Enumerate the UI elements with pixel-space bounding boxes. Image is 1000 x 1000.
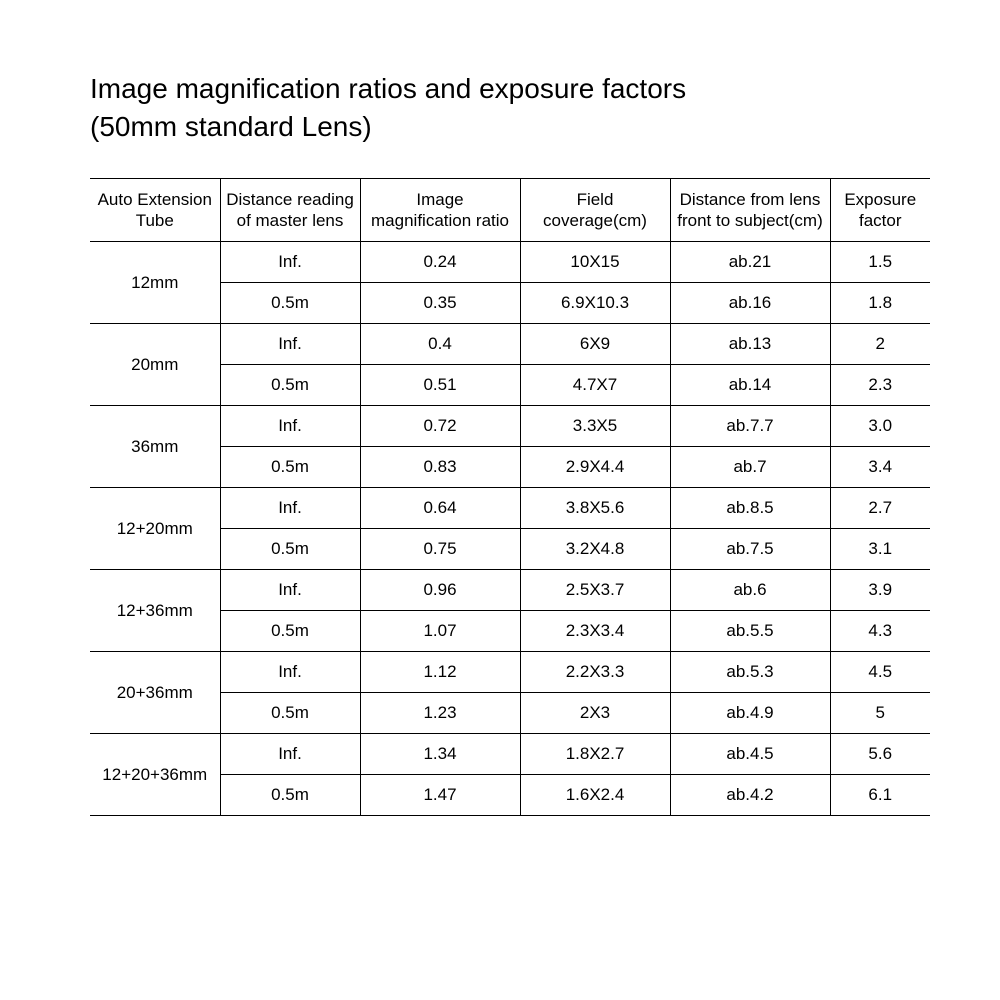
cell-mag: 0.72 [360,406,520,447]
cell-distance: Inf. [220,406,360,447]
col-header-tube: Auto Extension Tube [90,178,220,242]
cell-field: 2X3 [520,693,670,734]
col-header-mag: Image magnification ratio [360,178,520,242]
cell-tube: 12+20+36mm [90,734,220,816]
cell-exposure: 3.0 [830,406,930,447]
cell-distance: Inf. [220,734,360,775]
cell-lens: ab.6 [670,570,830,611]
cell-field: 6.9X10.3 [520,283,670,324]
cell-exposure: 3.4 [830,447,930,488]
page-title: Image magnification ratios and exposure … [90,70,910,146]
cell-distance: 0.5m [220,365,360,406]
table-row: 36mmInf.0.723.3X5ab.7.73.0 [90,406,930,447]
cell-exposure: 4.5 [830,652,930,693]
cell-mag: 0.96 [360,570,520,611]
table-row: 12+36mmInf.0.962.5X3.7ab.63.9 [90,570,930,611]
cell-distance: 0.5m [220,775,360,816]
cell-lens: ab.14 [670,365,830,406]
table-header-row: Auto Extension Tube Distance reading of … [90,178,930,242]
cell-lens: ab.8.5 [670,488,830,529]
cell-field: 1.6X2.4 [520,775,670,816]
cell-field: 2.3X3.4 [520,611,670,652]
cell-lens: ab.4.5 [670,734,830,775]
table-row: 20+36mmInf.1.122.2X3.3ab.5.34.5 [90,652,930,693]
cell-tube: 36mm [90,406,220,488]
cell-exposure: 3.9 [830,570,930,611]
cell-field: 2.5X3.7 [520,570,670,611]
cell-distance: Inf. [220,242,360,283]
cell-exposure: 4.3 [830,611,930,652]
cell-distance: Inf. [220,324,360,365]
cell-exposure: 5 [830,693,930,734]
cell-exposure: 2 [830,324,930,365]
cell-lens: ab.7.5 [670,529,830,570]
table-row: 12+20mmInf.0.643.8X5.6ab.8.52.7 [90,488,930,529]
title-line-1: Image magnification ratios and exposure … [90,73,686,104]
cell-exposure: 3.1 [830,529,930,570]
cell-exposure: 1.5 [830,242,930,283]
cell-tube: 20+36mm [90,652,220,734]
cell-field: 6X9 [520,324,670,365]
cell-exposure: 6.1 [830,775,930,816]
cell-mag: 1.23 [360,693,520,734]
cell-mag: 1.07 [360,611,520,652]
cell-distance: 0.5m [220,693,360,734]
cell-field: 2.9X4.4 [520,447,670,488]
cell-exposure: 5.6 [830,734,930,775]
cell-exposure: 1.8 [830,283,930,324]
cell-field: 1.8X2.7 [520,734,670,775]
table-row: 12mmInf.0.2410X15ab.211.5 [90,242,930,283]
cell-lens: ab.7 [670,447,830,488]
cell-mag: 0.83 [360,447,520,488]
col-header-exposure: Exposure factor [830,178,930,242]
cell-field: 3.3X5 [520,406,670,447]
cell-field: 3.8X5.6 [520,488,670,529]
cell-lens: ab.5.3 [670,652,830,693]
col-header-field: Field coverage(cm) [520,178,670,242]
cell-tube: 12mm [90,242,220,324]
cell-mag: 1.34 [360,734,520,775]
col-header-distance: Distance reading of master lens [220,178,360,242]
cell-mag: 0.64 [360,488,520,529]
cell-field: 2.2X3.3 [520,652,670,693]
title-line-2: (50mm standard Lens) [90,111,372,142]
cell-exposure: 2.7 [830,488,930,529]
cell-mag: 0.75 [360,529,520,570]
cell-lens: ab.21 [670,242,830,283]
cell-distance: Inf. [220,652,360,693]
cell-distance: Inf. [220,488,360,529]
cell-distance: 0.5m [220,529,360,570]
cell-mag: 0.4 [360,324,520,365]
cell-lens: ab.5.5 [670,611,830,652]
cell-lens: ab.4.9 [670,693,830,734]
cell-field: 10X15 [520,242,670,283]
cell-lens: ab.16 [670,283,830,324]
cell-tube: 12+20mm [90,488,220,570]
cell-distance: 0.5m [220,611,360,652]
cell-mag: 1.47 [360,775,520,816]
cell-mag: 1.12 [360,652,520,693]
cell-tube: 20mm [90,324,220,406]
cell-distance: Inf. [220,570,360,611]
table-row: 12+20+36mmInf.1.341.8X2.7ab.4.55.6 [90,734,930,775]
cell-mag: 0.51 [360,365,520,406]
magnification-table: Auto Extension Tube Distance reading of … [90,178,930,817]
cell-field: 4.7X7 [520,365,670,406]
col-header-lens: Distance from lens front to subject(cm) [670,178,830,242]
cell-mag: 0.24 [360,242,520,283]
cell-mag: 0.35 [360,283,520,324]
cell-exposure: 2.3 [830,365,930,406]
cell-field: 3.2X4.8 [520,529,670,570]
cell-distance: 0.5m [220,283,360,324]
cell-tube: 12+36mm [90,570,220,652]
cell-lens: ab.13 [670,324,830,365]
cell-lens: ab.4.2 [670,775,830,816]
cell-lens: ab.7.7 [670,406,830,447]
table-row: 20mmInf.0.46X9ab.132 [90,324,930,365]
page: Image magnification ratios and exposure … [0,0,1000,816]
cell-distance: 0.5m [220,447,360,488]
